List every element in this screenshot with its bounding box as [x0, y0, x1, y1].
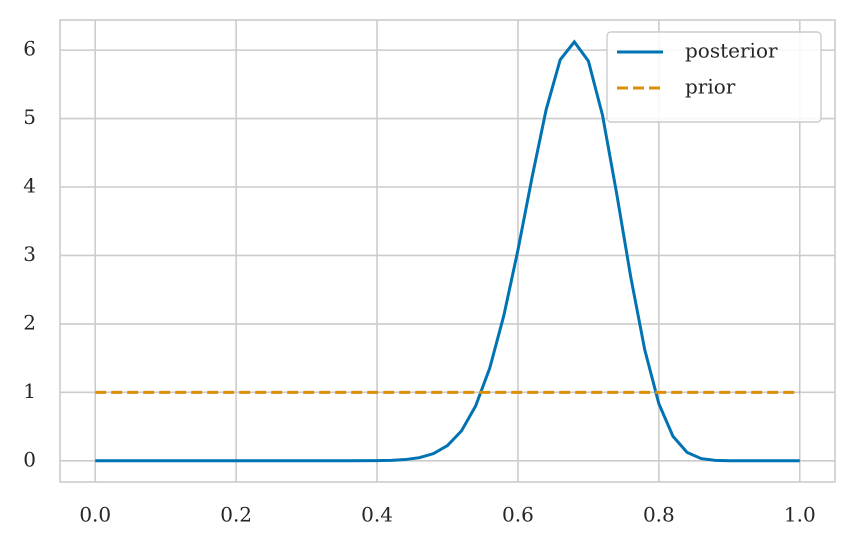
y-tick-label: 6 [23, 37, 36, 61]
legend-box [606, 31, 822, 123]
x-tick-label: 1.0 [784, 503, 816, 527]
y-tick-label: 3 [23, 242, 36, 266]
y-tick-label: 4 [23, 174, 36, 198]
x-tick-label: 0.0 [79, 503, 111, 527]
series-line [95, 39, 800, 463]
y-tick-label: 5 [23, 105, 36, 129]
y-tick-label: 0 [23, 447, 36, 471]
legend-label: posterior [685, 39, 778, 63]
x-tick-label: 0.6 [502, 503, 534, 527]
x-tick-label: 0.4 [361, 503, 393, 527]
x-tick-label: 0.2 [220, 503, 252, 527]
x-tick-label: 0.8 [643, 503, 675, 527]
y-tick-label: 2 [23, 310, 36, 334]
y-tick-label: 1 [23, 379, 36, 403]
legend-label: prior [685, 75, 736, 99]
